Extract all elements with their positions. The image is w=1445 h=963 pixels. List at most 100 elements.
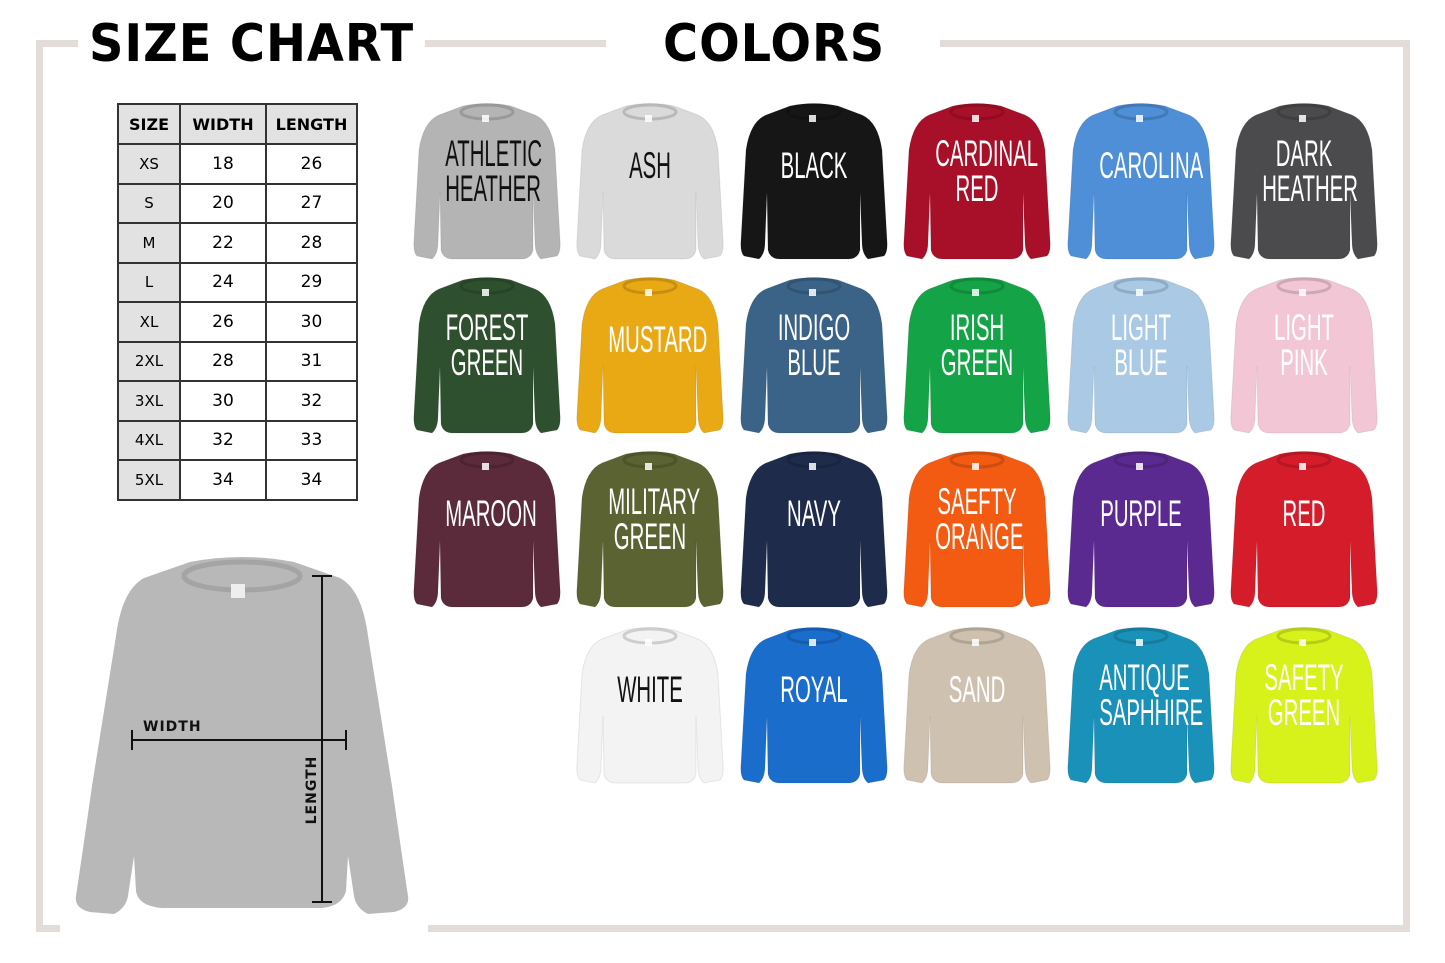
- color-swatch-antique-saphhire[interactable]: ANTIQUE SAPHHIRE: [1065, 626, 1217, 788]
- size-row: XS 18 26: [117, 143, 358, 185]
- width-cell: 32: [179, 419, 267, 461]
- color-name-line: GREEN: [940, 342, 1014, 383]
- sweatshirt-icon: [740, 277, 888, 434]
- size-cell: M: [117, 222, 181, 264]
- color-swatch-mustard[interactable]: MUSTARD: [574, 276, 726, 438]
- sweatshirt-icon: [740, 103, 888, 260]
- frame-top-left: [36, 40, 86, 47]
- color-swatch-royal[interactable]: ROYAL: [738, 626, 890, 788]
- color-swatch-sand[interactable]: SAND: [901, 626, 1053, 788]
- color-swatch-irish-green[interactable]: IRISH GREEN: [901, 276, 1053, 438]
- color-swatch-purple[interactable]: PURPLE: [1065, 450, 1217, 612]
- length-cell: 26: [265, 143, 358, 185]
- size-row: 2XL 28 31: [117, 340, 358, 382]
- color-swatch-military-green[interactable]: MILITARY GREEN: [574, 450, 726, 612]
- color-name-line: ATHLETIC: [445, 133, 543, 174]
- width-cell: 24: [179, 261, 267, 303]
- color-name-label: CARDINAL RED: [935, 133, 1039, 207]
- sweatshirt-icon: [576, 627, 724, 784]
- color-name-label: SAEFTY ORANGE: [935, 483, 1023, 555]
- color-name-line: ROYAL: [780, 669, 848, 710]
- color-name-label: MILITARY GREEN: [608, 481, 701, 557]
- length-cell: 28: [265, 222, 358, 264]
- sweatshirt-icon: [1067, 627, 1215, 784]
- sweatshirt-icon: [1230, 627, 1378, 784]
- color-name-line: WHITE: [617, 669, 683, 710]
- color-name-label: NAVY: [772, 493, 856, 534]
- color-swatch-safety-green[interactable]: SAFETY GREEN: [1228, 626, 1380, 788]
- color-name-label: SAFETY GREEN: [1262, 657, 1346, 733]
- color-swatch-forest-green[interactable]: FOREST GREEN: [411, 276, 563, 438]
- color-name-line: MAROON: [445, 493, 537, 534]
- color-swatch-indigo-blue[interactable]: INDIGO BLUE: [738, 276, 890, 438]
- color-swatch-red[interactable]: RED: [1228, 450, 1380, 612]
- color-name-label: MAROON: [445, 493, 537, 534]
- color-name-line: MUSTARD: [608, 319, 708, 360]
- length-cell: 33: [265, 419, 358, 461]
- color-swatch-athletic-heather[interactable]: ATHLETIC HEATHER: [411, 102, 563, 264]
- color-swatch-cardinal-red[interactable]: CARDINAL RED: [901, 102, 1053, 264]
- frame-bottom-left: [36, 925, 60, 932]
- color-name-line: HEATHER: [1262, 168, 1358, 209]
- color-swatch-carolina[interactable]: CAROLINA: [1065, 102, 1217, 264]
- length-cell: 34: [265, 459, 358, 501]
- color-name-line: RED: [1282, 493, 1326, 534]
- width-cell: 26: [179, 301, 267, 343]
- color-name-line: CARDINAL: [935, 133, 1039, 174]
- sweatshirt-icon: [903, 277, 1051, 434]
- width-label: WIDTH: [143, 719, 202, 735]
- size-cell: XS: [117, 143, 181, 185]
- header-length: LENGTH: [265, 103, 358, 145]
- sweatshirt-icon: [1230, 103, 1378, 260]
- width-cell: 20: [179, 182, 267, 224]
- length-cell: 27: [265, 182, 358, 224]
- color-swatch-ash[interactable]: ASH: [574, 102, 726, 264]
- color-name-label: IRISH GREEN: [935, 309, 1019, 383]
- color-swatch-black[interactable]: BLACK: [738, 102, 890, 264]
- color-swatch-navy[interactable]: NAVY: [738, 450, 890, 612]
- frame-top-right: [940, 40, 1410, 47]
- frame-right: [1403, 40, 1410, 932]
- color-name-line: BLACK: [780, 145, 848, 186]
- sweatshirt-diagram-image: [75, 557, 409, 914]
- color-name-line: ANTIQUE: [1099, 657, 1190, 698]
- color-name-label: SAND: [935, 671, 1019, 708]
- color-name-line: ASH: [629, 145, 671, 186]
- color-swatch-maroon[interactable]: MAROON: [411, 450, 563, 612]
- color-name-line: MILITARY: [608, 481, 701, 522]
- size-row: 5XL 34 34: [117, 459, 358, 501]
- color-name-line: GREEN: [613, 516, 687, 557]
- color-name-line: CAROLINA: [1099, 145, 1204, 186]
- color-name-line: HEATHER: [445, 168, 541, 209]
- sweatshirt-icon: [576, 103, 724, 260]
- color-swatch-saefty-orange[interactable]: SAEFTY ORANGE: [901, 450, 1053, 612]
- color-name-label: INDIGO BLUE: [772, 309, 856, 381]
- sweatshirt-icon: [413, 103, 561, 260]
- size-row: L 24 29: [117, 261, 358, 303]
- color-swatch-light-pink[interactable]: LIGHT PINK: [1228, 276, 1380, 438]
- color-name-line: GREEN: [1267, 692, 1341, 733]
- color-name-label: WHITE: [608, 669, 692, 710]
- color-swatch-light-blue[interactable]: LIGHT BLUE: [1065, 276, 1217, 438]
- sweatshirt-icon: [903, 627, 1051, 784]
- color-name-label: PURPLE: [1099, 495, 1183, 532]
- size-cell: XL: [117, 301, 181, 343]
- colors-title: COLORS: [652, 12, 897, 76]
- width-cell: 30: [179, 380, 267, 422]
- color-name-label: ASH: [608, 145, 692, 186]
- sweatshirt-icon: [740, 627, 888, 784]
- length-cell: 32: [265, 380, 358, 422]
- color-name-label: LIGHT BLUE: [1099, 309, 1183, 381]
- color-name-label: CAROLINA: [1099, 145, 1204, 186]
- length-cell: 31: [265, 340, 358, 382]
- size-cell: 2XL: [117, 340, 181, 382]
- sweatshirt-icon: [1067, 451, 1215, 608]
- size-table: SIZE WIDTH LENGTH XS 18 26 S 20 27 M 22 28 L 24 29 X…: [117, 103, 358, 501]
- frame-bottom-right: [428, 925, 1410, 932]
- color-name-line: SAFETY: [1264, 657, 1344, 698]
- color-name-line: NAVY: [787, 493, 841, 534]
- color-swatch-dark-heather[interactable]: DARK HEATHER: [1228, 102, 1380, 264]
- width-cell: 18: [179, 143, 267, 185]
- length-cell: 29: [265, 261, 358, 303]
- color-swatch-white[interactable]: WHITE: [574, 626, 726, 788]
